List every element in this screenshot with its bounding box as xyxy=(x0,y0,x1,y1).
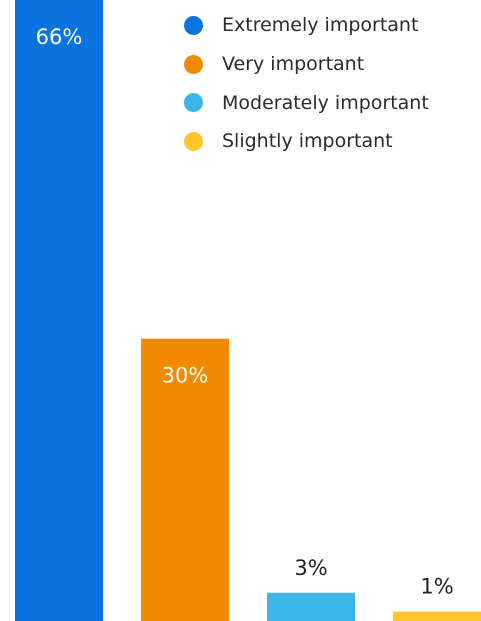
bar-extremely-important xyxy=(15,0,103,621)
legend-dot xyxy=(184,54,203,74)
data-labels-group: 66% 30% 3% 1% xyxy=(36,25,454,599)
bar-very-important xyxy=(141,338,229,621)
legend: Extremely important Very important Moder… xyxy=(184,6,429,161)
legend-dot xyxy=(184,131,203,151)
bar-moderately-important xyxy=(267,592,355,621)
legend-item-moderately-important: Moderately important xyxy=(184,83,429,122)
legend-dot xyxy=(184,93,203,113)
legend-label: Slightly important xyxy=(222,130,393,153)
bars-group xyxy=(15,0,481,621)
legend-item-extremely-important: Extremely important xyxy=(184,6,429,45)
legend-label: Very important xyxy=(222,53,365,76)
legend-dot xyxy=(184,15,203,35)
data-label-slightly-important: 1% xyxy=(420,575,453,599)
data-label-moderately-important: 3% xyxy=(294,556,327,580)
legend-label: Extremely important xyxy=(222,14,419,37)
legend-item-very-important: Very important xyxy=(184,45,429,84)
data-label-very-important: 30% xyxy=(162,364,209,388)
legend-item-slightly-important: Slightly important xyxy=(184,122,429,161)
data-label-extremely-important: 66% xyxy=(36,25,83,49)
bar-slightly-important xyxy=(393,611,481,621)
legend-label: Moderately important xyxy=(222,91,429,114)
